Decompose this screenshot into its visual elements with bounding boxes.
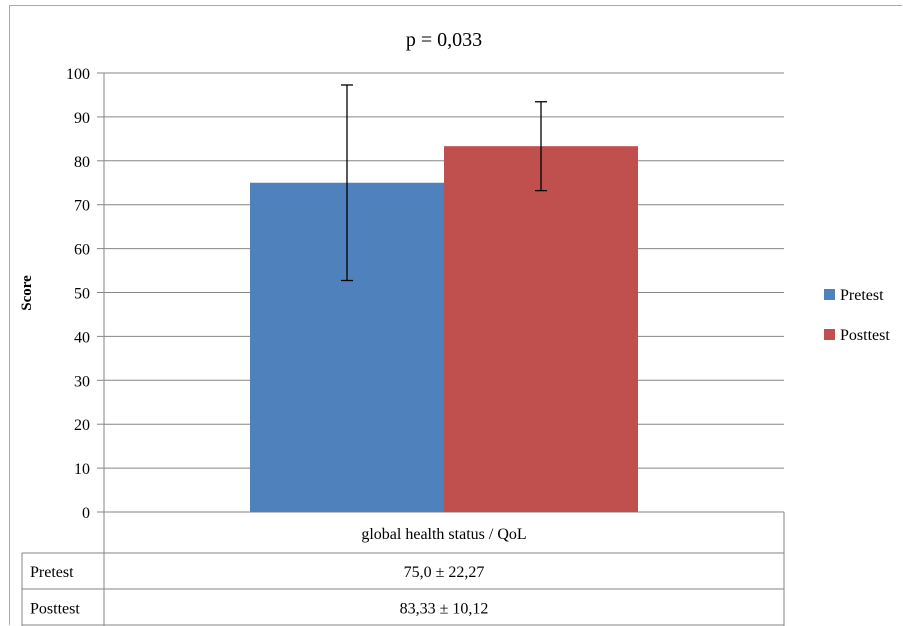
y-tick-label: 10 <box>74 461 90 478</box>
table-row-value: 75,0 ± 22,27 <box>404 564 485 581</box>
y-tick-label: 100 <box>66 66 90 83</box>
table-row-label: Pretest <box>30 564 74 581</box>
y-tick-label: 90 <box>74 110 90 127</box>
error-bars <box>341 84 547 282</box>
data-table: global health status / QoL Pretest 75,0 ± … <box>21 512 785 626</box>
table-row-label: Posttest <box>30 601 80 618</box>
y-tick-label: 0 <box>82 505 90 522</box>
legend: Pretest Posttest <box>824 287 890 344</box>
y-tick-label: 30 <box>74 373 90 390</box>
y-tick-label: 70 <box>74 198 90 215</box>
y-tick-label: 40 <box>74 329 90 346</box>
y-axis: 0 10 20 30 40 50 60 70 80 90 100 <box>66 66 105 522</box>
y-tick-label: 50 <box>74 286 90 303</box>
legend-swatch-pretest <box>824 289 835 300</box>
legend-swatch-posttest <box>824 329 835 340</box>
y-tick-label: 80 <box>74 154 90 171</box>
y-tick-label: 20 <box>74 417 90 434</box>
y-tick-label: 60 <box>74 242 90 259</box>
category-label: global health status / QoL <box>361 526 526 543</box>
bars <box>250 146 638 512</box>
legend-label-posttest: Posttest <box>840 327 890 344</box>
y-axis-label: Score <box>19 275 35 311</box>
legend-label-pretest: Pretest <box>840 287 884 304</box>
table-row-value: 83,33 ± 10,12 <box>400 601 489 618</box>
chart-frame <box>9 5 902 625</box>
chart-title: p = 0,033 <box>406 29 482 51</box>
bar-posttest <box>444 146 638 512</box>
